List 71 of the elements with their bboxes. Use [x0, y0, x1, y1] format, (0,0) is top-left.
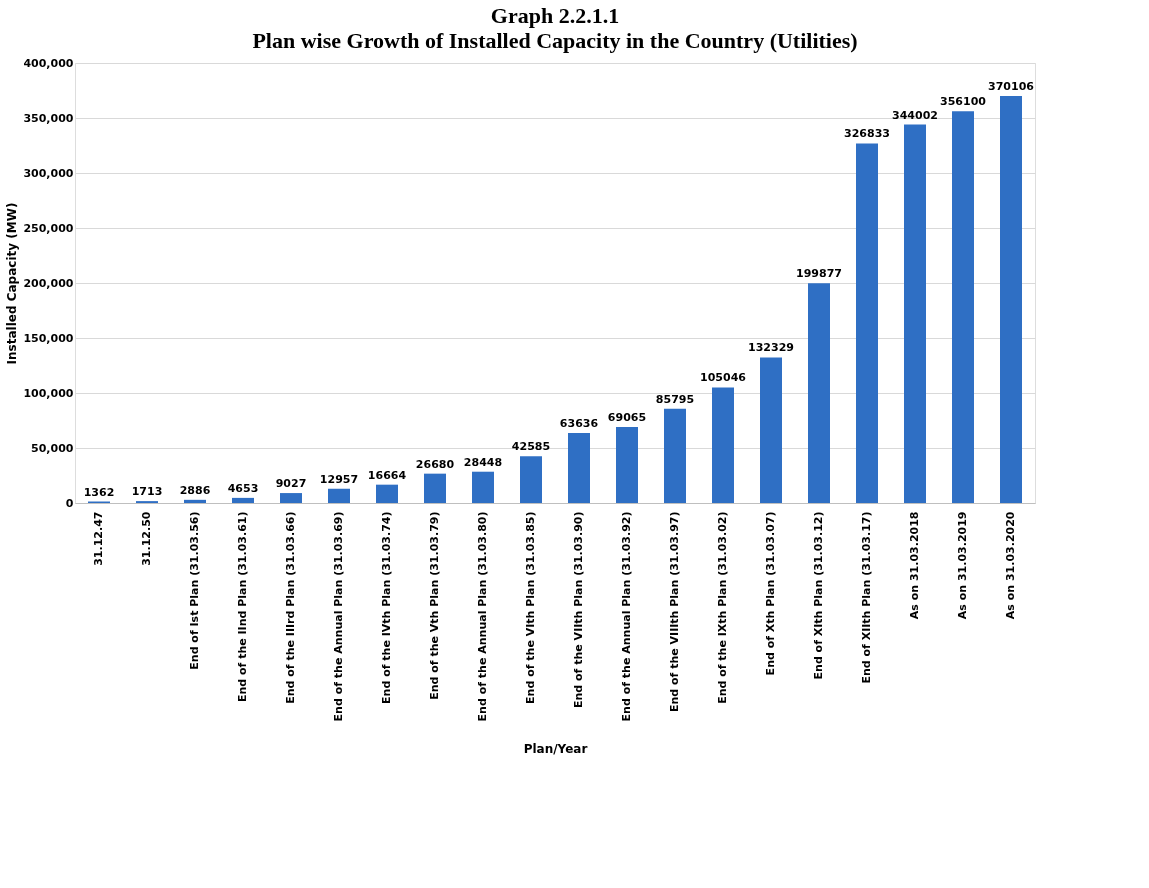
x-tick-label: End of the VIIIth Plan (31.03.97)	[668, 511, 681, 713]
data-label: 199877	[796, 267, 842, 281]
x-tick-label: End of the IIIrd Plan (31.03.66)	[284, 511, 297, 704]
x-axis-title: Plan/Year	[523, 741, 588, 756]
y-tick-label: 200,000	[23, 276, 74, 290]
x-tick-label: End of XIth Plan (31.03.12)	[812, 511, 825, 680]
data-label: 28448	[463, 455, 503, 469]
x-tick-label: As on 31.03.2020	[1004, 511, 1017, 620]
bar	[904, 124, 926, 503]
data-label: 1362	[83, 485, 115, 499]
y-tick-label: 250,000	[23, 221, 74, 235]
x-tick-label: End of the VIIth Plan (31.03.90)	[572, 511, 585, 708]
data-label: 1713	[131, 485, 163, 499]
bar	[280, 493, 302, 503]
data-label: 370106	[988, 79, 1035, 93]
y-tick-label: 300,000	[23, 166, 74, 180]
bar	[808, 283, 830, 503]
data-label: 132329	[748, 341, 794, 355]
chart-title: Graph 2.2.1.1	[490, 3, 620, 28]
bar	[472, 471, 494, 503]
data-label: 12957	[319, 472, 359, 486]
x-tick-label: End of the Vth Plan (31.03.79)	[428, 511, 441, 700]
x-tick-label: End of the VIth Plan (31.03.85)	[524, 511, 537, 704]
bar	[184, 499, 206, 503]
bar	[952, 111, 974, 503]
x-tick-label: End of the IVth Plan (31.03.74)	[380, 511, 393, 704]
bar	[760, 357, 782, 503]
bar	[568, 433, 590, 503]
data-label: 2886	[179, 483, 211, 497]
data-label: 42585	[511, 440, 551, 454]
bar	[1000, 95, 1022, 503]
bar	[712, 387, 734, 503]
x-tick-label: End of XIIth Plan (31.03.17)	[860, 511, 873, 684]
x-tick-label: 31.12.50	[140, 511, 153, 566]
data-label: 356100	[940, 95, 987, 109]
y-tick-label: 100,000	[23, 386, 74, 400]
x-tick-label: As on 31.03.2019	[956, 511, 969, 620]
data-label: 26680	[415, 457, 455, 471]
x-tick-label: As on 31.03.2018	[908, 511, 921, 620]
y-tick-label: 350,000	[23, 111, 74, 125]
data-label: 63636	[559, 417, 599, 430]
data-label: 326833	[844, 127, 890, 141]
x-tick-label: End of Ist Plan (31.03.56)	[188, 511, 201, 670]
bar	[232, 497, 254, 503]
data-label: 4653	[227, 481, 259, 495]
bar	[424, 473, 446, 503]
data-label: 344002	[892, 108, 938, 122]
x-tick-label: End of the IInd Plan (31.03.61)	[236, 511, 249, 703]
bar	[856, 143, 878, 503]
data-label: 85795	[655, 392, 695, 406]
bar	[616, 427, 638, 503]
y-tick-label: 150,000	[23, 331, 74, 345]
x-tick-label: End of the Annual Plan (31.03.80)	[476, 511, 489, 722]
x-tick-label: End of the Annual Plan (31.03.92)	[620, 511, 633, 722]
x-tick-label: 31.12.47	[92, 511, 105, 566]
chart-subtitle: Plan wise Growth of Installed Capacity in the Country (Utilities)	[252, 28, 858, 53]
y-tick-label: 50,000	[31, 441, 74, 455]
data-label: 69065	[607, 411, 647, 425]
x-tick-label: End of the Annual Plan (31.03.69)	[332, 511, 345, 722]
bar	[328, 488, 350, 503]
data-label: 105046	[700, 371, 747, 385]
x-tick-label: End of Xth Plan (31.03.07)	[764, 511, 777, 676]
data-label: 9027	[275, 477, 307, 491]
y-tick-label: 0	[65, 496, 74, 510]
x-tick-label: End of the IXth Plan (31.03.02)	[716, 511, 729, 704]
bar	[376, 484, 398, 503]
bar	[664, 408, 686, 503]
y-tick-label: 400,000	[23, 56, 74, 70]
bar	[520, 456, 542, 503]
y-axis-title: Installed Capacity (MW)	[5, 202, 20, 365]
data-label: 16664	[367, 468, 407, 482]
